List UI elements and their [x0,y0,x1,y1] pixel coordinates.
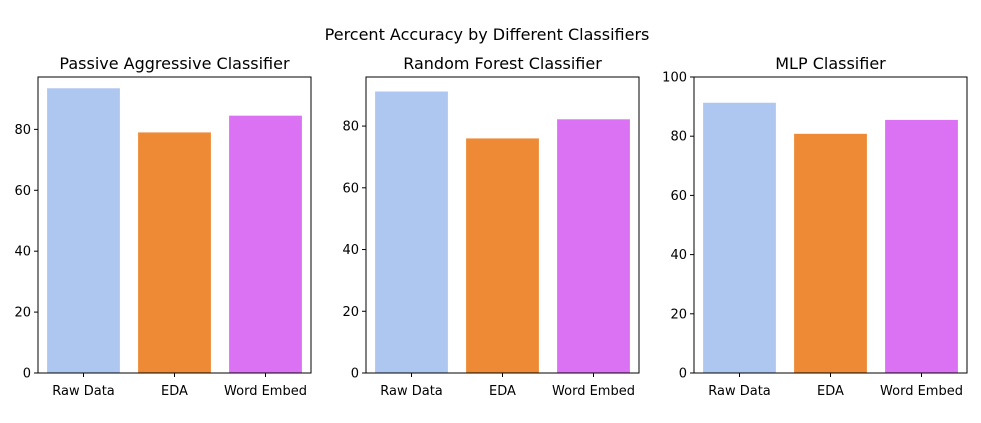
subplot-title-3: MLP Classifier [775,54,886,73]
bar-1-2 [138,132,211,373]
ytick-label-3-100: 100 [662,71,687,86]
ytick-label-3-60: 60 [670,189,687,204]
ytick-label-2-20: 20 [342,305,359,320]
subplot-3: 0 20 40 60 80 100 Raw Data EDA Word Embed MLP Cla… [662,54,968,399]
ytick-label-2-40: 40 [342,243,359,258]
ytick-label-1-20: 20 [14,306,31,321]
bar-2-1 [375,91,448,373]
bar-3-2 [794,133,867,373]
subplot-2: 0 20 40 60 80 Raw Data EDA Word Embed Random For… [342,54,640,399]
subplot-title-1: Passive Aggressive Classifier [59,54,290,73]
figure-title: Percent Accuracy by Different Classifier… [325,25,650,44]
xtick-label-1-3: Word Embed [224,384,307,399]
ytick-label-3-0: 0 [679,367,687,382]
bar-2-2 [466,138,539,373]
xtick-label-2-1: Raw Data [380,384,443,399]
ytick-label-1-80: 80 [14,123,31,138]
xtick-label-2-3: Word Embed [552,384,635,399]
ytick-label-1-60: 60 [14,184,31,199]
ytick-label-1-40: 40 [14,245,31,260]
bar-3-3 [885,119,958,373]
xtick-label-1-2: EDA [161,384,188,399]
xtick-label-2-2: EDA [489,384,516,399]
subplot-title-2: Random Forest Classifier [403,54,602,73]
bar-3-1 [703,102,776,373]
ytick-label-2-60: 60 [342,181,359,196]
bar-1-1 [47,88,120,374]
ytick-label-1-0: 0 [23,367,31,382]
xtick-label-3-2: EDA [817,384,844,399]
xtick-label-3-3: Word Embed [880,384,963,399]
ytick-label-3-80: 80 [670,130,687,145]
ytick-label-3-20: 20 [670,307,687,322]
ytick-label-2-0: 0 [351,367,359,382]
subplot-1: 0 20 40 60 80 Raw Data EDA Word Embed Passive Ag… [14,54,312,399]
xtick-label-1-1: Raw Data [52,384,115,399]
bar-2-3 [557,119,630,373]
ytick-label-2-80: 80 [342,120,359,135]
ytick-label-3-40: 40 [670,248,687,263]
bar-1-3 [229,115,302,374]
xtick-label-3-1: Raw Data [708,384,771,399]
